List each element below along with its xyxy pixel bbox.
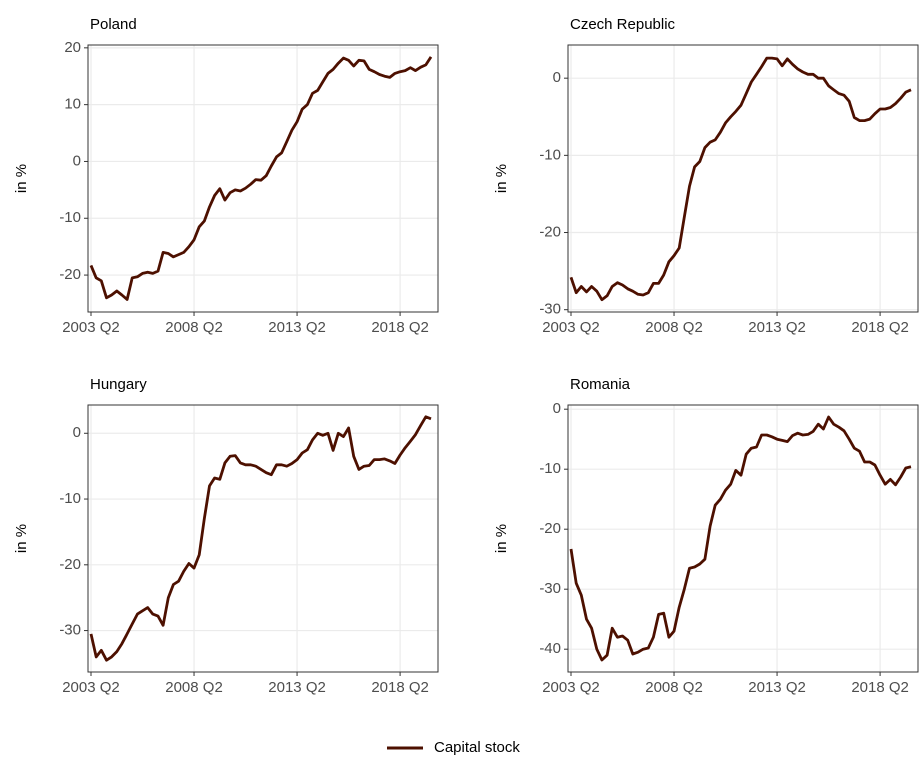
y-axis-label: in % <box>13 164 30 193</box>
data-line <box>569 415 912 662</box>
y-tick-label: 0 <box>553 400 561 417</box>
panel-border <box>87 44 439 313</box>
x-tick-label: 2018 Q2 <box>371 679 429 696</box>
x-tick-label: 2008 Q2 <box>165 319 223 336</box>
x-tick-label: 2003 Q2 <box>542 679 600 696</box>
x-tick-label: 2008 Q2 <box>165 679 223 696</box>
y-tick-label: 10 <box>64 96 81 113</box>
y-tick-label: -20 <box>539 520 561 537</box>
panel-border <box>87 404 439 673</box>
x-tick-label: 2013 Q2 <box>748 679 806 696</box>
y-tick-label: -20 <box>59 266 81 283</box>
data-line <box>89 56 433 301</box>
y-tick-label: -20 <box>539 223 561 240</box>
panel-title: Poland <box>90 16 137 33</box>
y-tick-label: -10 <box>59 209 81 226</box>
x-tick-label: 2018 Q2 <box>851 679 909 696</box>
y-tick-label: 0 <box>73 424 81 441</box>
data-line <box>89 415 432 662</box>
data-line <box>569 56 912 302</box>
y-tick-label: 0 <box>553 69 561 86</box>
y-tick-label: -30 <box>59 622 81 639</box>
y-axis-label: in % <box>493 524 510 553</box>
x-tick-label: 2013 Q2 <box>268 319 326 336</box>
x-tick-label: 2003 Q2 <box>62 319 120 336</box>
y-tick-label: -10 <box>539 460 561 477</box>
y-tick-label: 0 <box>73 152 81 169</box>
y-tick-label: -30 <box>539 580 561 597</box>
panel-border <box>567 404 919 673</box>
y-axis-label: in % <box>493 164 510 193</box>
x-tick-label: 2003 Q2 <box>62 679 120 696</box>
x-tick-label: 2018 Q2 <box>851 319 909 336</box>
y-tick-label: -20 <box>59 556 81 573</box>
panel-border <box>567 44 919 313</box>
x-tick-label: 2013 Q2 <box>748 319 806 336</box>
panel-title: Czech Republic <box>570 16 676 33</box>
x-tick-label: 2008 Q2 <box>645 679 703 696</box>
x-tick-label: 2013 Q2 <box>268 679 326 696</box>
y-axis-label: in % <box>13 524 30 553</box>
panel-title: Hungary <box>90 376 147 393</box>
y-tick-label: 20 <box>64 39 81 56</box>
x-tick-label: 2018 Q2 <box>371 319 429 336</box>
x-tick-label: 2008 Q2 <box>645 319 703 336</box>
y-tick-label: -40 <box>539 640 561 657</box>
panel-title: Romania <box>570 376 631 393</box>
y-tick-label: -10 <box>59 490 81 507</box>
x-tick-label: 2003 Q2 <box>542 319 600 336</box>
y-tick-label: -10 <box>539 146 561 163</box>
y-tick-label: -30 <box>539 301 561 318</box>
legend-label: Capital stock <box>434 739 520 756</box>
